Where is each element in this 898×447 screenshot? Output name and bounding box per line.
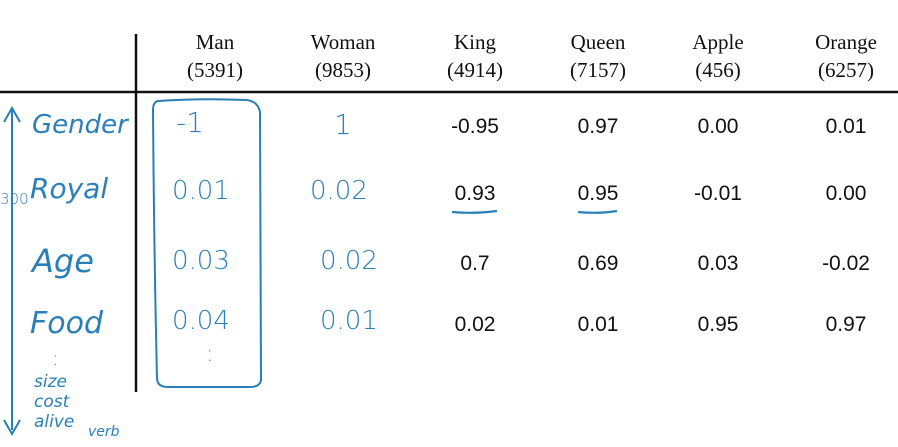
extra-feature-verb: verb (88, 424, 120, 440)
col-word: Woman (310, 30, 376, 54)
cell-man-food: 0.04 (172, 306, 230, 336)
col-index: (4914) (447, 58, 503, 82)
row-label-food: Food (30, 306, 104, 341)
cell-man-royal: 0.01 (172, 176, 230, 206)
cell-woman-royal: 0.02 (310, 176, 368, 206)
cell-man-age: 0.03 (172, 246, 230, 276)
col-word: Orange (815, 30, 877, 54)
man-column-box (151, 98, 263, 388)
col-index: (5391) (187, 58, 243, 82)
cell-king-age: 0.7 (460, 252, 490, 275)
col-header-queen: Queen (7157) (543, 28, 653, 84)
dimension-arrow-up (3, 105, 21, 123)
dimension-count: 300 (0, 190, 29, 208)
col-word: Apple (692, 30, 744, 54)
cell-queen-royal: 0.95 (577, 182, 619, 205)
cell-queen-age: 0.69 (577, 252, 619, 275)
king-royal-underline (451, 209, 498, 214)
dimension-arrow-down (3, 419, 21, 437)
cell-apple-gender: 0.00 (697, 115, 739, 138)
cell-orange-gender: 0.01 (825, 115, 867, 138)
row-label-gender: Gender (32, 110, 128, 140)
cell-woman-food: 0.01 (320, 306, 378, 336)
cell-king-gender: -0.95 (451, 115, 499, 138)
col-header-orange: Orange (6257) (791, 28, 898, 84)
col-index: (7157) (570, 58, 626, 82)
col-header-man: Man (5391) (160, 28, 270, 84)
cell-king-royal: 0.93 (454, 182, 496, 205)
col-index: (6257) (818, 58, 874, 82)
extra-feature-alive: alive (34, 412, 75, 432)
cell-woman-gender: 1 (334, 108, 352, 141)
cell-queen-gender: 0.97 (577, 115, 619, 138)
cell-orange-royal: 0.00 (825, 182, 867, 205)
cell-king-food: 0.02 (454, 313, 496, 336)
cell-queen-food: 0.01 (577, 313, 619, 336)
col-header-king: King (4914) (420, 28, 530, 84)
cell-orange-age: -0.02 (822, 252, 870, 275)
more-features-dots: : (52, 346, 59, 370)
cell-apple-royal: -0.01 (694, 182, 742, 205)
queen-royal-underline (577, 209, 618, 214)
col-word: Man (195, 30, 235, 54)
row-label-royal: Royal (30, 172, 109, 205)
cell-orange-food: 0.97 (825, 313, 867, 336)
col-header-apple: Apple (456) (663, 28, 773, 84)
cell-apple-food: 0.95 (697, 313, 739, 336)
extra-feature-cost: cost (34, 392, 70, 412)
extra-feature-size: size (34, 372, 67, 392)
man-column-dots: : (206, 342, 214, 367)
cell-man-gender: -1 (176, 106, 204, 139)
col-header-woman: Woman (9853) (288, 28, 398, 84)
col-index: (9853) (315, 58, 371, 82)
col-word: King (454, 30, 496, 54)
cell-woman-age: 0.02 (320, 246, 378, 276)
col-word: Queen (570, 30, 626, 54)
col-index: (456) (695, 58, 741, 82)
row-label-age: Age (32, 242, 94, 280)
cell-apple-age: 0.03 (697, 252, 739, 275)
